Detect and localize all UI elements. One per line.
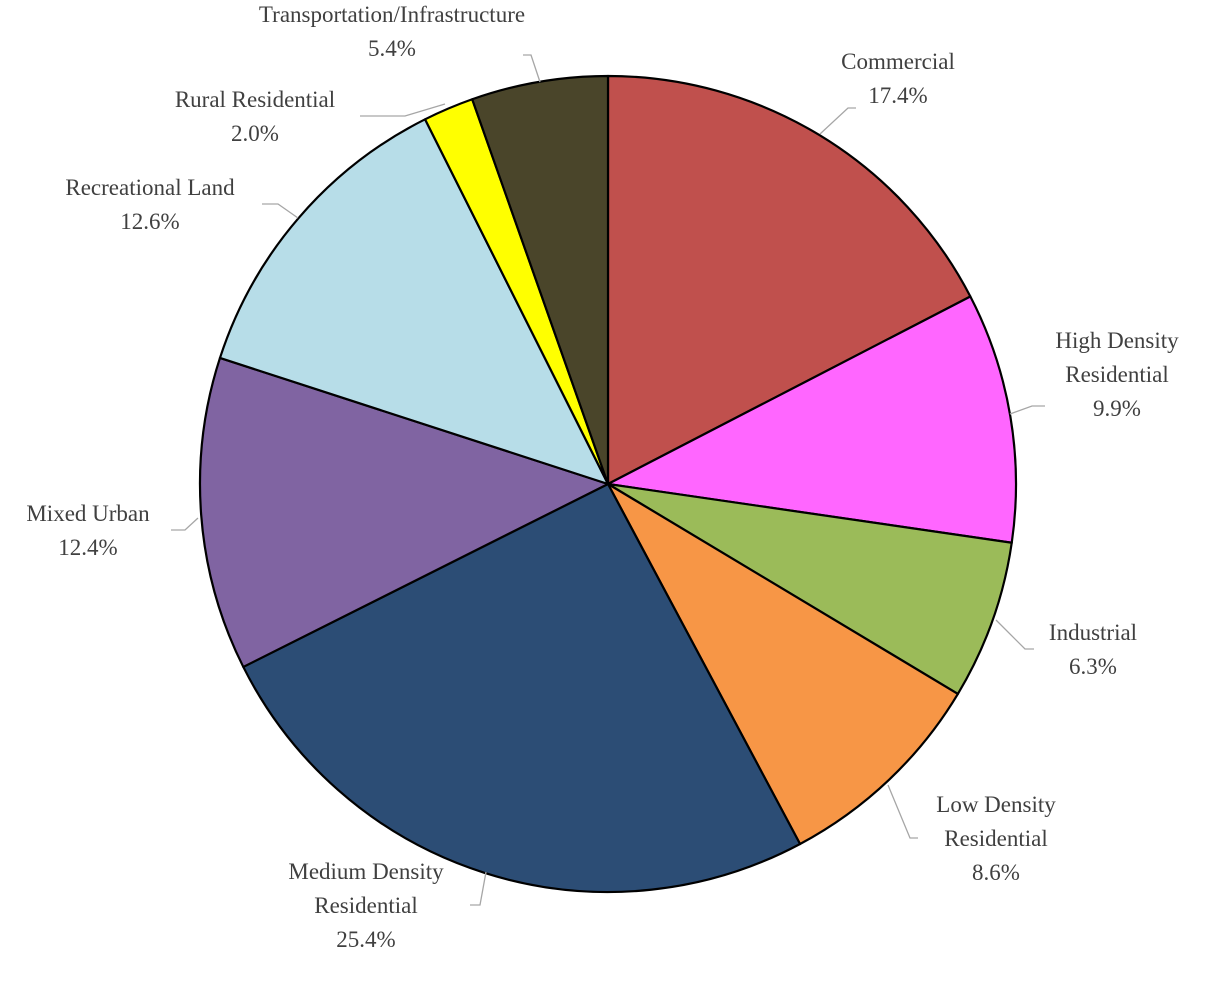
leader-line-rural-residential [360,103,446,117]
pie-slice-transportation-infrastructure [471,74,610,486]
data-label-medium-density-residential: Medium Density Residential 25.4% [288,859,444,952]
data-label-industrial: Industrial 6.3% [1049,620,1137,679]
pie-slice-medium-density-residential [242,482,802,894]
data-label-rural-residential: Rural Residential 2.0% [175,87,335,146]
data-label-category: Mixed Urban [26,501,150,526]
data-label-category: High Density [1055,328,1179,353]
data-label-recreational-land: Recreational Land 12.6% [65,175,235,234]
leader-line-mixed-urban [171,517,199,531]
data-label-category: Rural Residential [175,87,335,112]
data-label-percent: 8.6% [972,860,1020,885]
data-label-percent: 12.4% [58,535,117,560]
data-label-category: Residential [944,826,1047,851]
data-label-percent: 2.0% [231,121,279,146]
pie-slice-recreational-land [218,118,610,486]
leader-line-commercial [819,107,856,135]
leader-lines [171,54,1045,906]
data-label-percent: 25.4% [336,927,395,952]
data-label-mixed-urban: Mixed Urban 12.4% [26,501,150,560]
data-label-low-density-residential: Low Density Residential 8.6% [936,792,1056,885]
leader-line-low-density-residential [887,784,918,839]
leader-line-high-density-residential [1009,405,1045,415]
data-label-category: Residential [1065,362,1168,387]
data-label-transportation-infrastructure: Transportation/Infrastructure 5.4% [259,2,525,61]
leader-line-transportation-infrastructure [523,54,541,83]
pie-slice-high-density-residential [606,295,1018,544]
data-label-category: Low Density [936,792,1056,817]
data-label-percent: 17.4% [868,83,927,108]
pie-slice-low-density-residential [606,482,959,846]
data-label-percent: 5.4% [368,36,416,61]
data-label-category: Medium Density [288,859,444,884]
data-label-category: Recreational Land [65,175,235,200]
data-label-category: Transportation/Infrastructure [259,2,525,27]
data-label-category: Industrial [1049,620,1137,645]
data-label-percent: 9.9% [1093,396,1141,421]
leader-line-recreational-land [262,203,299,219]
data-label-percent: 6.3% [1069,654,1117,679]
leader-line-medium-density-residential [470,871,487,906]
pie-slice-mixed-urban [198,356,610,669]
leader-line-industrial [995,619,1034,650]
data-label-commercial: Commercial 17.4% [841,49,955,108]
data-label-category: Commercial [841,49,955,74]
data-label-percent: 12.6% [120,209,179,234]
data-label-high-density-residential: High Density Residential 9.9% [1055,328,1179,421]
pie-slices [198,74,1018,894]
pie-slice-commercial [606,74,972,486]
pie-slice-industrial [606,482,1013,695]
data-label-category: Residential [314,893,417,918]
data-labels: Commercial 17.4% High Density Residential 9.… [26,2,1179,952]
